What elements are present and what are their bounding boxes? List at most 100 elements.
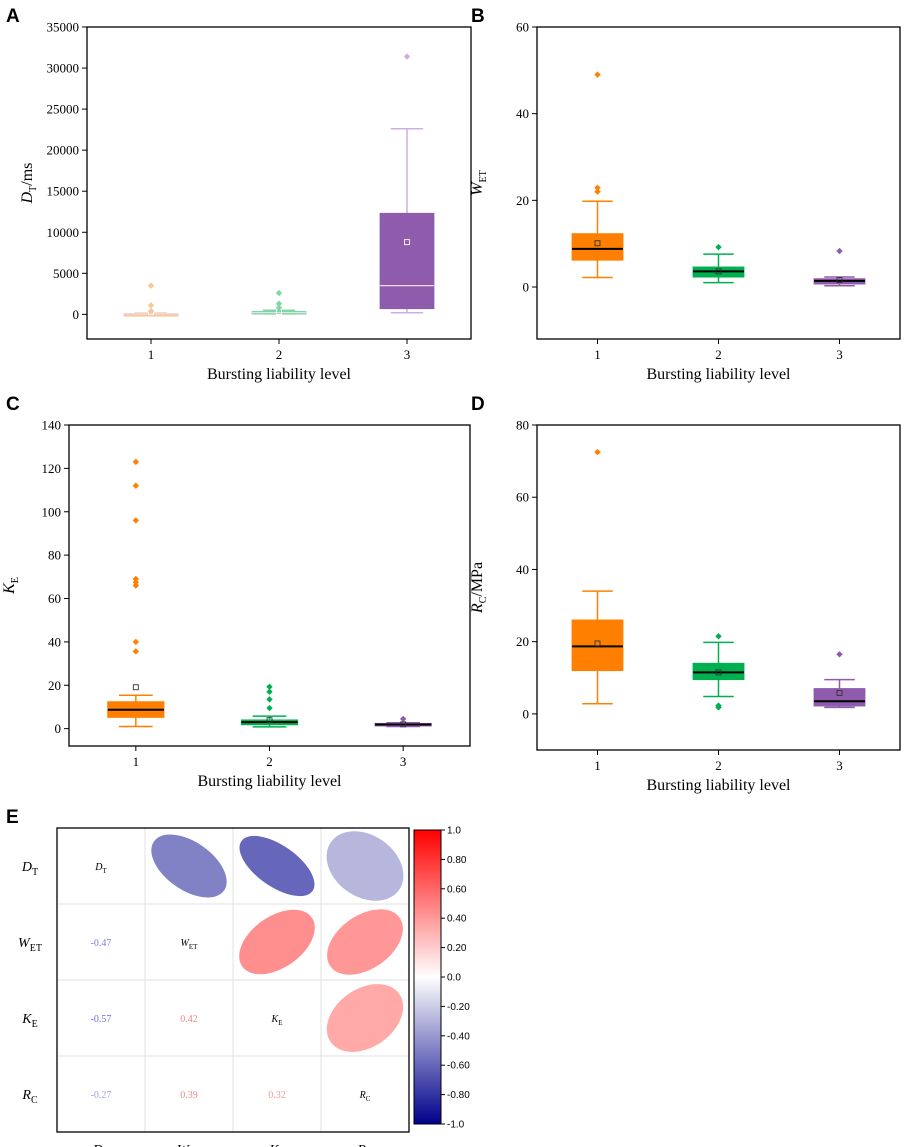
y-tick-label: 20000 xyxy=(47,143,80,158)
x-tick-label: 3 xyxy=(400,754,407,769)
row-label-subscript: ET xyxy=(30,943,42,954)
y-tick-label: 25000 xyxy=(47,102,80,117)
column-label-symbol: D xyxy=(92,1143,103,1147)
x-tick-label: 1 xyxy=(594,758,601,773)
y-axis-title-subscript: T xyxy=(28,186,39,192)
outlier-point xyxy=(594,71,601,78)
outlier-point xyxy=(275,304,283,311)
correlation-ellipse xyxy=(327,909,403,975)
outlier-point xyxy=(132,579,140,586)
correlation-matrix: DTDTDTWETWETWETKEKEKERCRCRC-0.47-0.57-0.… xyxy=(18,826,470,1147)
y-tick-label: 5000 xyxy=(53,266,79,281)
outlier-point xyxy=(836,247,843,255)
y-axis-title-subscript: C xyxy=(478,596,489,603)
row-label-subscript: C xyxy=(31,1095,38,1106)
x-tick-label: 2 xyxy=(715,347,722,362)
row-label-symbol: D xyxy=(21,860,32,875)
mean-marker xyxy=(836,277,843,284)
y-tick-label: 140 xyxy=(42,418,62,433)
correlation-ellipse xyxy=(239,835,315,897)
box-plot-wet: 0 20 40 60 1 2 3 Bursting liability level WET xyxy=(469,20,901,383)
y-tick-label: 60 xyxy=(516,490,529,505)
x-tick-label: 3 xyxy=(404,347,411,362)
diagonal-label-subscript: C xyxy=(366,1095,371,1103)
column-label-symbol: R xyxy=(356,1143,366,1147)
y-tick-label: 80 xyxy=(48,548,61,563)
y-axis-title: RC/MPa xyxy=(469,562,489,614)
colorbar-tick-label: -0.60 xyxy=(447,1061,470,1072)
mean-marker xyxy=(594,240,601,247)
row-label-subscript: T xyxy=(32,867,38,878)
row-label-symbol: K xyxy=(21,1012,32,1027)
outlier-point xyxy=(147,307,155,315)
diagonal-label: RC xyxy=(359,1090,371,1103)
mean-marker xyxy=(715,669,722,676)
mean-marker xyxy=(594,640,601,647)
box-iqr xyxy=(813,688,866,707)
outlier-point xyxy=(403,53,411,60)
y-axis-title-symbol: W xyxy=(469,181,486,196)
mean-marker xyxy=(715,268,722,275)
y-axis-title-unit: /MPa xyxy=(469,562,486,597)
y-axis-title-symbol: R xyxy=(469,603,486,614)
y-tick-label: 100 xyxy=(42,504,62,519)
mean-marker xyxy=(404,239,410,246)
y-tick-label: 40 xyxy=(516,106,529,121)
outlier-point xyxy=(132,575,140,583)
row-label-symbol: R xyxy=(21,1088,31,1103)
panel-label-b: B xyxy=(471,6,485,27)
correlation-ellipse xyxy=(326,831,404,901)
y-tick-label: 120 xyxy=(42,461,62,476)
panel-label-d: D xyxy=(471,394,485,415)
column-label-symbol: W xyxy=(177,1143,190,1147)
y-tick-label: 0 xyxy=(73,307,80,322)
y-axis-title-symbol: K xyxy=(1,582,18,595)
y-tick-label: 15000 xyxy=(47,184,80,199)
outlier-point xyxy=(836,651,843,658)
outlier-point xyxy=(132,582,140,589)
outlier-point xyxy=(275,289,283,297)
correlation-value: -0.57 xyxy=(91,1014,112,1025)
y-tick-label: 10000 xyxy=(47,225,80,240)
colorbar-tick-label: 0.0 xyxy=(447,973,461,984)
x-tick-label: 2 xyxy=(266,754,273,769)
outlier-point xyxy=(594,448,601,456)
y-tick-label: 80 xyxy=(516,418,529,433)
outlier-point xyxy=(594,188,601,195)
y-tick-label: 60 xyxy=(516,20,529,35)
outlier-point xyxy=(147,282,155,289)
y-tick-label: 35000 xyxy=(47,20,80,35)
y-tick-label: 20 xyxy=(48,678,61,693)
diagonal-label-symbol: K xyxy=(271,1014,280,1025)
correlation-value: -0.47 xyxy=(91,938,112,949)
mean-marker xyxy=(836,689,843,696)
colorbar-tick-label: -1.0 xyxy=(447,1120,465,1131)
outlier-point xyxy=(715,243,722,251)
matrix-frame xyxy=(56,827,410,1133)
correlation-value: 0.39 xyxy=(180,1090,198,1101)
diagonal-label-symbol: R xyxy=(359,1090,366,1101)
diagonal-label-symbol: D xyxy=(94,862,103,873)
panel-label-c: C xyxy=(6,394,20,415)
x-tick-label: 1 xyxy=(594,347,601,362)
box-plot-dt: 0 5000 10000 15000 20000 25000 30000 35000 1 2 3 Bu… xyxy=(19,20,472,383)
box-iqr xyxy=(379,212,435,310)
outlier-point xyxy=(266,683,273,690)
outlier-point xyxy=(132,482,140,489)
x-tick-label: 1 xyxy=(133,754,140,769)
box-iqr xyxy=(571,619,624,672)
colorbar-tick-label: 0.60 xyxy=(447,884,467,895)
row-label-symbol: W xyxy=(18,936,31,951)
colorbar-tick-label: 1.0 xyxy=(447,826,461,837)
y-tick-label: 0 xyxy=(523,280,530,295)
outlier-point xyxy=(266,696,273,703)
plot-frame xyxy=(536,26,901,340)
x-tick-label: 2 xyxy=(276,347,283,362)
outlier-point xyxy=(132,638,140,646)
box-iqr xyxy=(571,233,624,261)
outlier-point xyxy=(132,458,140,466)
outlier-point xyxy=(266,704,273,712)
row-label: RC xyxy=(21,1088,38,1106)
colorbar-tick-label: 0.20 xyxy=(447,943,467,954)
